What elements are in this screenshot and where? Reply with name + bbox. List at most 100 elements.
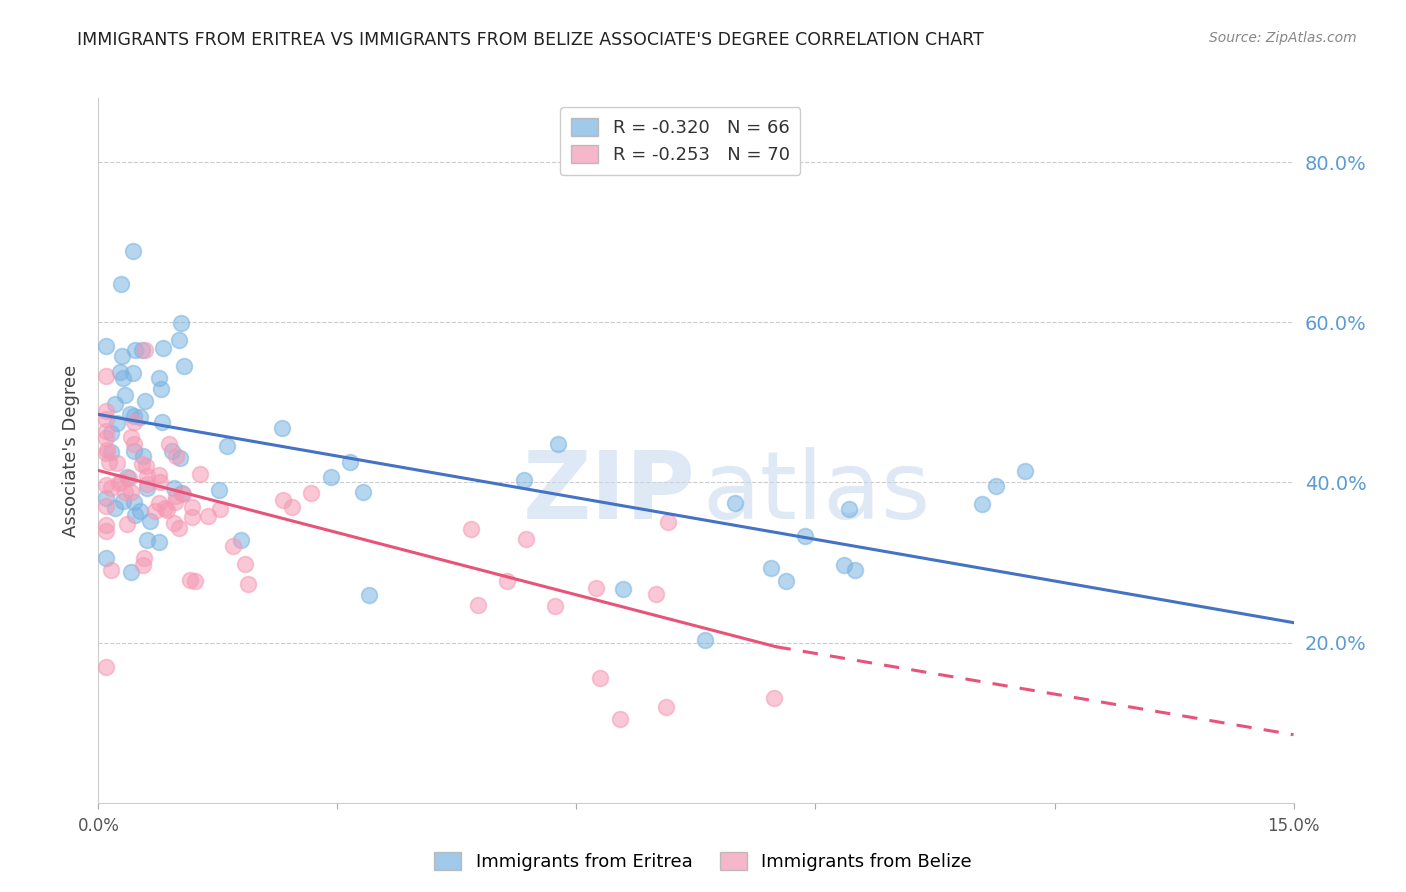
Point (110, 475, 132, 489)
Point (134, 343, 156, 358)
Point (153, 501, 176, 516)
Point (169, 450, 191, 465)
Point (97, 455, 120, 469)
Point (136, 476, 159, 491)
Point (96, 424, 118, 438)
Point (762, 690, 785, 705)
Point (221, 539, 243, 553)
Y-axis label: Associate's Degree: Associate's Degree (62, 364, 80, 537)
Point (111, 349, 134, 363)
Point (794, 529, 817, 543)
Point (96, 411, 118, 425)
Point (515, 532, 537, 546)
Point (148, 535, 170, 549)
Point (167, 520, 190, 534)
Point (134, 394, 156, 409)
Point (104, 397, 127, 411)
Point (96, 446, 118, 460)
Point (100, 445, 122, 459)
Point (112, 493, 135, 508)
Point (589, 671, 612, 685)
Point (152, 341, 174, 355)
Point (96, 499, 118, 513)
Point (179, 573, 201, 587)
Point (271, 421, 294, 435)
Point (761, 561, 783, 575)
Point (775, 574, 797, 589)
Point (197, 508, 219, 523)
Point (143, 504, 166, 518)
Point (96, 659, 118, 673)
Point (135, 533, 157, 547)
Point (163, 495, 186, 509)
Point (96, 524, 118, 539)
Point (190, 467, 212, 481)
Point (467, 599, 489, 613)
Point (136, 468, 159, 483)
Point (169, 317, 191, 331)
Point (138, 515, 160, 529)
Point (122, 437, 145, 451)
Point (105, 457, 128, 471)
Point (209, 502, 232, 516)
Point (148, 467, 170, 482)
Point (118, 471, 141, 485)
Point (129, 410, 152, 425)
Point (132, 449, 155, 463)
Point (156, 502, 179, 516)
Point (544, 599, 567, 614)
Point (460, 522, 482, 536)
Point (105, 416, 128, 430)
Point (148, 495, 170, 509)
Point (165, 449, 187, 463)
Point (96, 431, 118, 445)
Point (160, 443, 183, 458)
Point (172, 487, 194, 501)
Point (609, 712, 631, 726)
Legend: Immigrants from Eritrea, Immigrants from Belize: Immigrants from Eritrea, Immigrants from… (427, 845, 979, 879)
Point (122, 444, 145, 458)
Point (357, 588, 380, 602)
Point (693, 632, 716, 647)
Point (111, 371, 134, 385)
Point (100, 482, 122, 496)
Point (834, 558, 856, 573)
Point (100, 563, 122, 577)
Point (157, 436, 180, 450)
Point (121, 244, 143, 259)
Point (96, 403, 118, 417)
Text: Source: ZipAtlas.com: Source: ZipAtlas.com (1209, 31, 1357, 45)
Point (108, 365, 131, 379)
Point (208, 483, 231, 497)
Point (645, 586, 668, 600)
Point (114, 388, 136, 402)
Point (148, 371, 170, 385)
Point (271, 492, 294, 507)
Point (96, 443, 118, 458)
Point (96, 517, 118, 532)
Point (547, 437, 569, 451)
Point (181, 500, 204, 515)
Point (585, 581, 607, 595)
Point (163, 481, 186, 495)
Point (149, 383, 172, 397)
Point (970, 497, 993, 511)
Point (131, 343, 153, 357)
Point (233, 557, 256, 571)
Point (124, 409, 146, 424)
Point (1014, 464, 1036, 478)
Point (124, 343, 146, 357)
Point (353, 484, 375, 499)
Point (135, 481, 157, 495)
Point (96, 477, 118, 491)
Point (120, 485, 142, 500)
Point (134, 550, 156, 565)
Point (612, 582, 634, 596)
Point (724, 496, 747, 510)
Legend: R = -0.320   N = 66, R = -0.253   N = 70: R = -0.320 N = 66, R = -0.253 N = 70 (560, 107, 800, 175)
Point (114, 485, 136, 500)
Point (180, 509, 202, 524)
Point (122, 495, 145, 509)
Point (238, 577, 260, 591)
Point (122, 367, 145, 381)
